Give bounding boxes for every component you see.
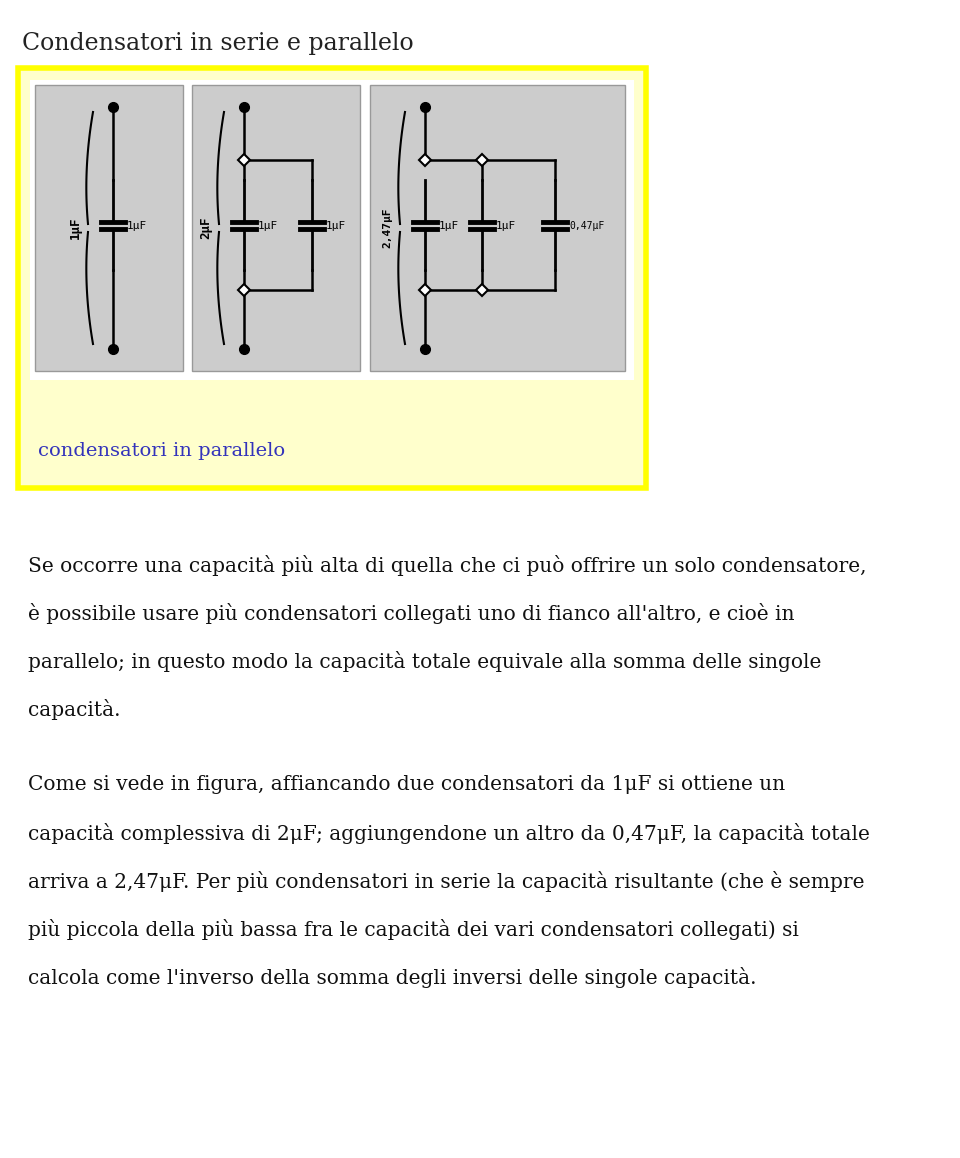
Text: 1μF: 1μF bbox=[258, 221, 278, 230]
Text: capacità.: capacità. bbox=[28, 699, 121, 720]
Text: 2,47μF: 2,47μF bbox=[382, 207, 392, 248]
Text: 1μF: 1μF bbox=[496, 221, 516, 230]
Bar bbox=[192, 85, 360, 371]
Text: 1μF: 1μF bbox=[127, 221, 147, 230]
Text: 0,47μF: 0,47μF bbox=[569, 221, 604, 230]
Text: Se occorre una capacità più alta di quella che ci può offrire un solo condensato: Se occorre una capacità più alta di quel… bbox=[28, 555, 867, 576]
Text: è possibile usare più condensatori collegati uno di fianco all'altro, e cioè in: è possibile usare più condensatori colle… bbox=[28, 603, 795, 624]
Text: condensatori in parallelo: condensatori in parallelo bbox=[38, 442, 285, 460]
Text: più piccola della più bassa fra le capacità dei vari condensatori collegati) si: più piccola della più bassa fra le capac… bbox=[28, 919, 799, 940]
Text: calcola come l'inverso della somma degli inversi delle singole capacità.: calcola come l'inverso della somma degli… bbox=[28, 967, 756, 988]
Bar bbox=[370, 85, 625, 371]
Text: Come si vede in figura, affiancando due condensatori da 1μF si ottiene un: Come si vede in figura, affiancando due … bbox=[28, 775, 785, 794]
Text: Condensatori in serie e parallelo: Condensatori in serie e parallelo bbox=[22, 32, 414, 54]
Bar bbox=[35, 85, 183, 371]
Text: 1μF: 1μF bbox=[326, 221, 347, 230]
Text: arriva a 2,47μF. Per più condensatori in serie la capacità risultante (che è sem: arriva a 2,47μF. Per più condensatori in… bbox=[28, 871, 865, 892]
Text: capacità complessiva di 2μF; aggiungendone un altro da 0,47μF, la capacità total: capacità complessiva di 2μF; aggiungendo… bbox=[28, 823, 870, 844]
Text: 1μF: 1μF bbox=[68, 217, 82, 240]
Bar bbox=[30, 80, 634, 380]
Text: 1μF: 1μF bbox=[439, 221, 459, 230]
Text: 2μF: 2μF bbox=[200, 217, 212, 240]
Text: parallelo; in questo modo la capacità totale equivale alla somma delle singole: parallelo; in questo modo la capacità to… bbox=[28, 651, 822, 672]
Bar bbox=[18, 68, 646, 488]
